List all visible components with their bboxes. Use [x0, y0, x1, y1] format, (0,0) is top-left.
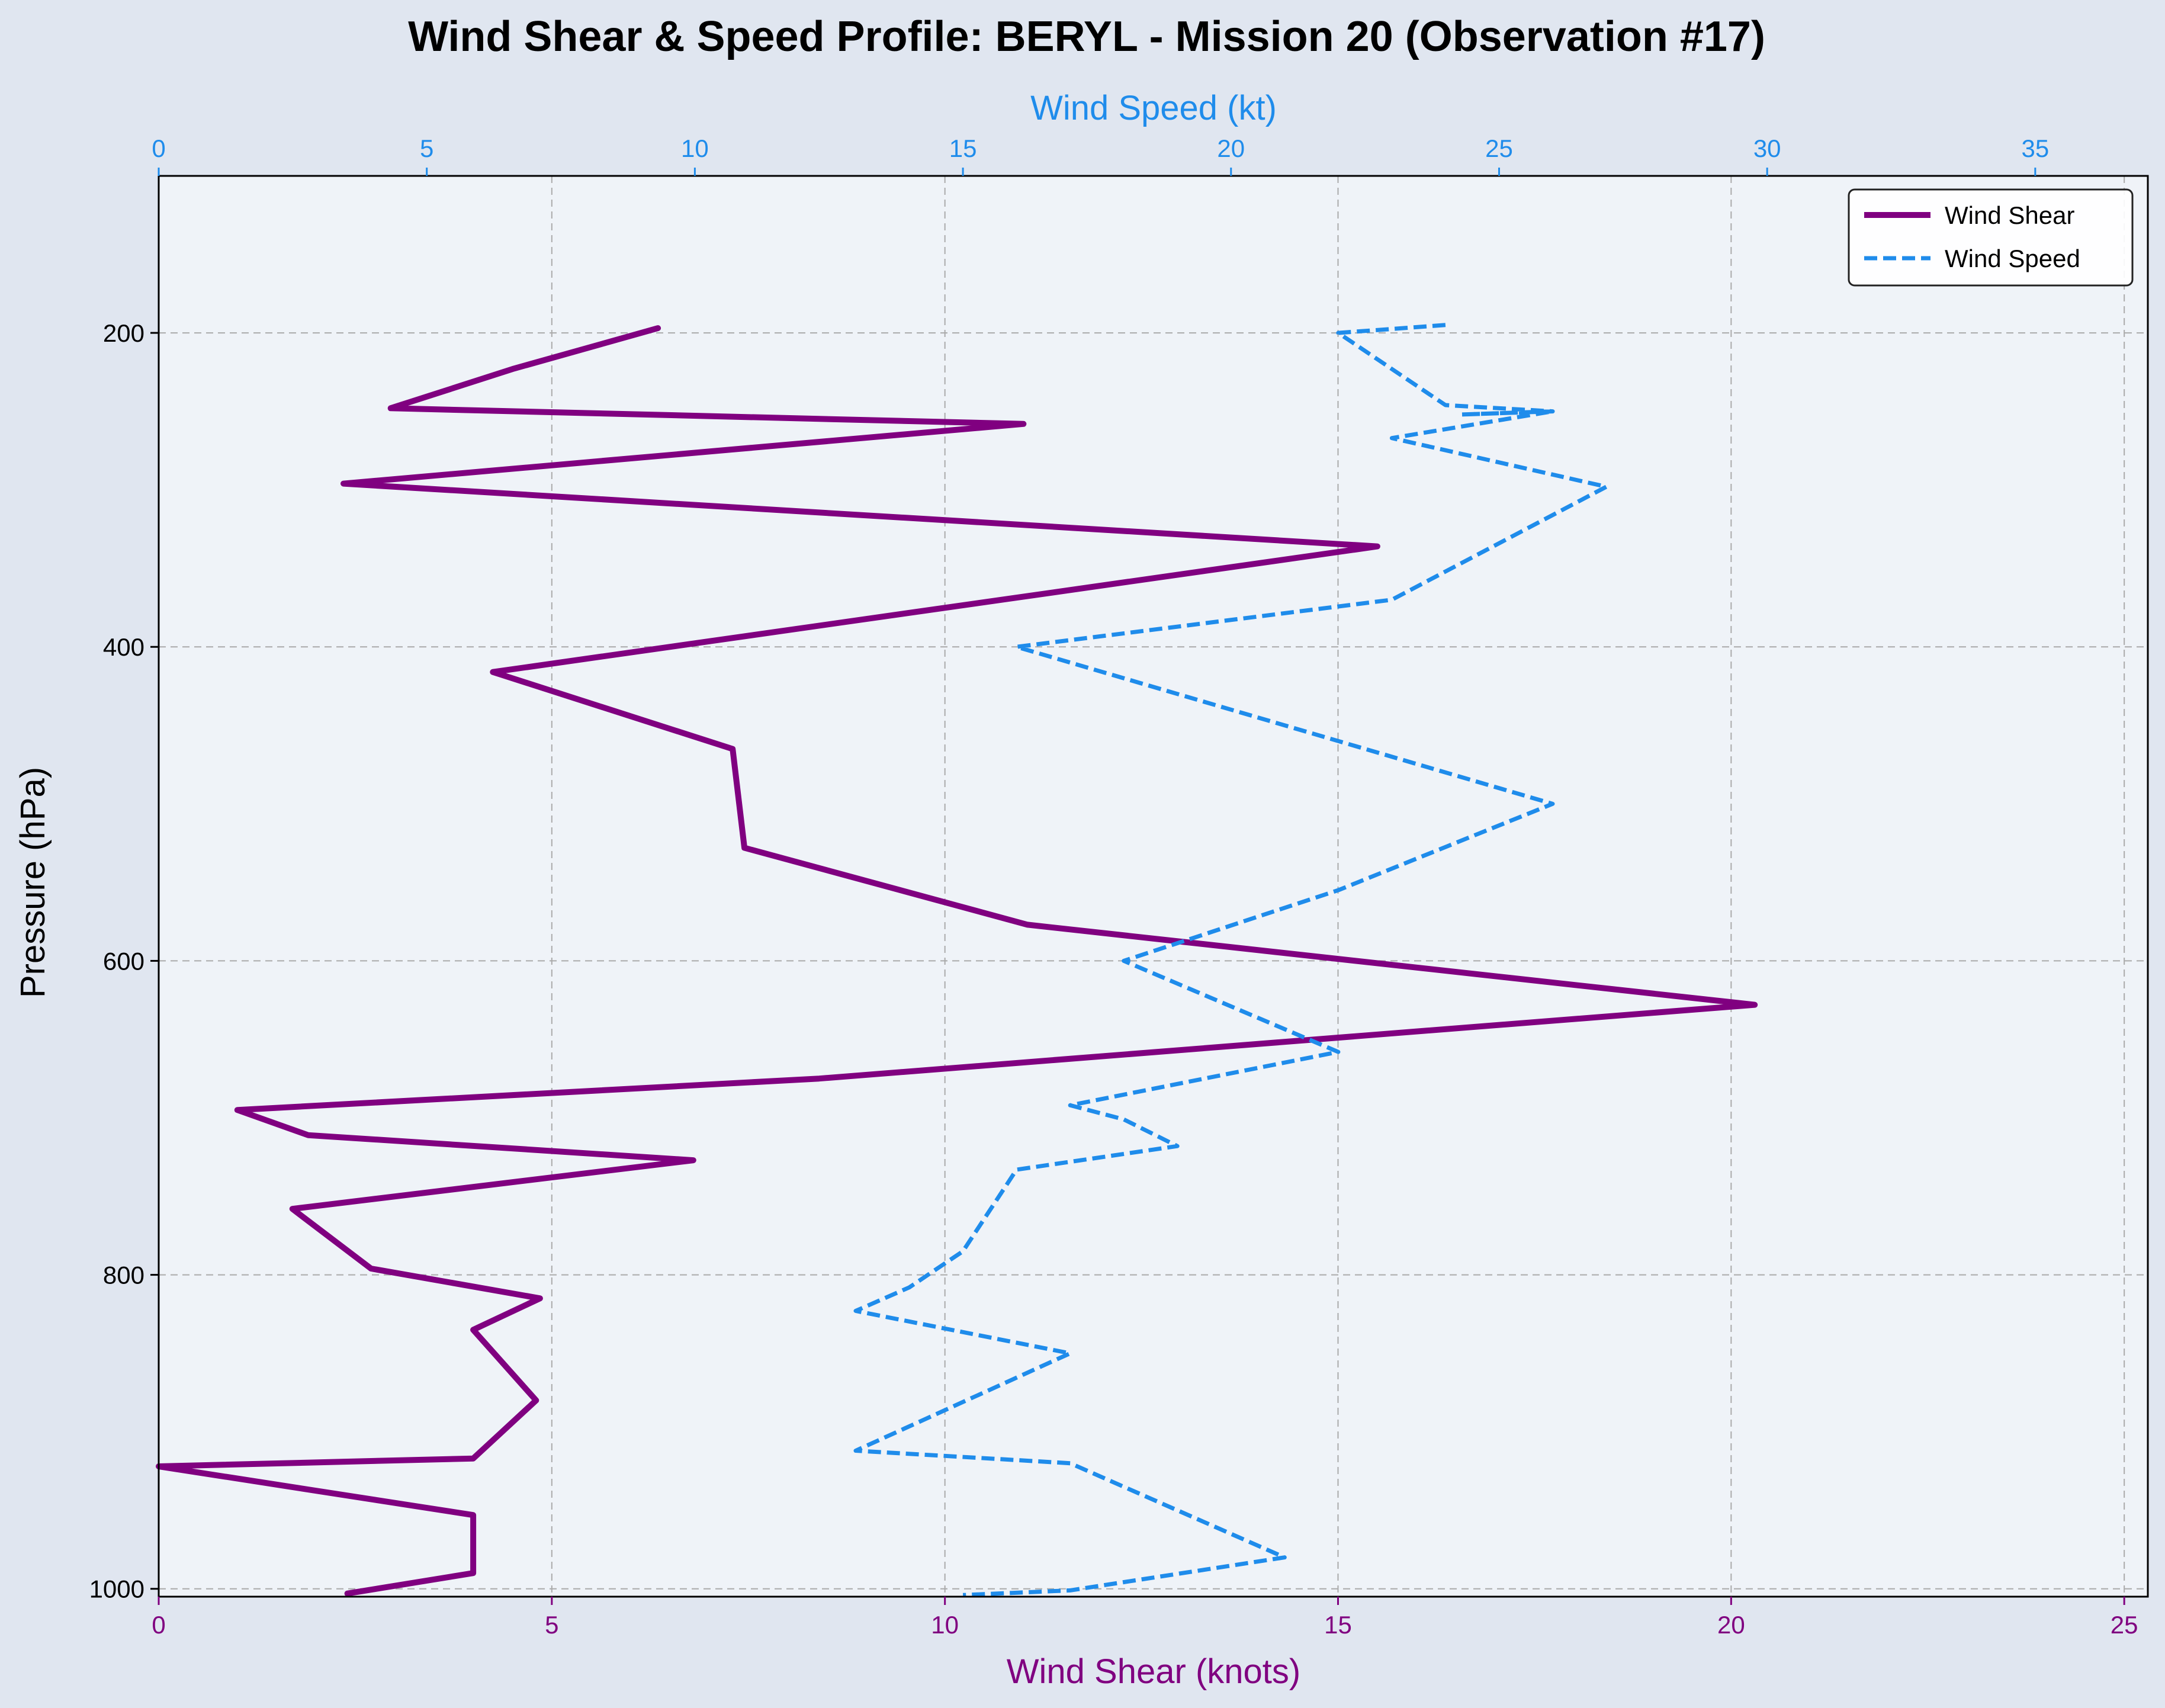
tick-label-top: 20	[1217, 134, 1245, 162]
series-layer	[156, 323, 1758, 1597]
tick-label-top: 25	[1485, 134, 1513, 162]
tick-label-bottom: 25	[2111, 1611, 2138, 1639]
legend-label-wind-speed: Wind Speed	[1945, 245, 2080, 272]
tick-label-top: 35	[2022, 134, 2050, 162]
tick-label-bottom: 15	[1324, 1611, 1352, 1639]
tick-label-left: 200	[103, 319, 144, 347]
plot-frame	[158, 175, 2149, 1598]
bottom-axis-label: Wind Shear (knots)	[1007, 1652, 1300, 1691]
tick-label-bottom: 20	[1717, 1611, 1745, 1639]
series-line-wind-shear	[156, 325, 1758, 1597]
tick-label-top: 30	[1753, 134, 1781, 162]
legend: Wind Shear Wind Speed	[1848, 188, 2134, 287]
left-axis-label: Pressure (hPa)	[14, 767, 52, 998]
tick-label-left: 600	[103, 947, 144, 975]
tick-label-bottom: 0	[152, 1611, 165, 1639]
chart-title: Wind Shear & Speed Profile: BERYL - Miss…	[408, 13, 1765, 60]
tick-label-top: 10	[681, 134, 709, 162]
tick-label-top: 0	[152, 134, 165, 162]
tick-label-top: 5	[420, 134, 433, 162]
tick-label-bottom: 10	[931, 1611, 959, 1639]
top-axis-ticks: 0 5 10 15 20 25 30 35	[152, 134, 2049, 176]
tick-label-top: 15	[949, 134, 977, 162]
bottom-axis-ticks: 0 5 10 15 20 25	[152, 1597, 2138, 1639]
legend-label-wind-shear: Wind Shear	[1945, 201, 2074, 229]
tick-label-left: 1000	[89, 1575, 144, 1603]
tick-label-left: 800	[103, 1261, 144, 1289]
tick-label-bottom: 5	[545, 1611, 558, 1639]
left-axis-ticks: 200 400 600 800 1000	[89, 319, 159, 1603]
top-axis-label: Wind Speed (kt)	[1030, 89, 1277, 127]
series-line-wind-speed	[853, 323, 1609, 1597]
tick-label-left: 400	[103, 633, 144, 661]
